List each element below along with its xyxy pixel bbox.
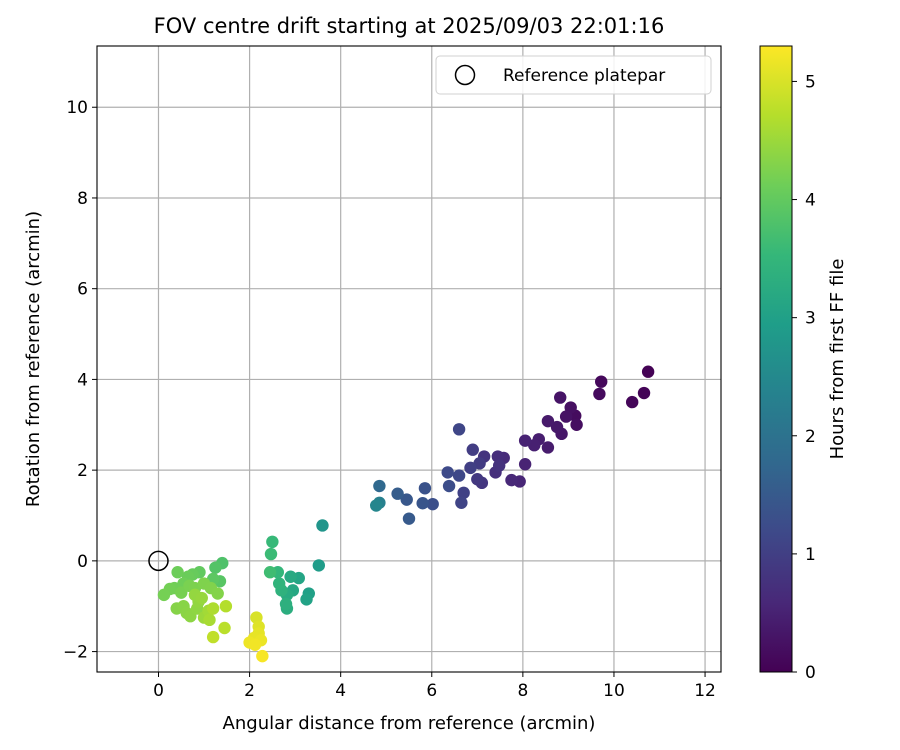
data-point xyxy=(441,466,454,479)
colorbar-tick-label: 4 xyxy=(805,191,816,211)
x-tick-label: 6 xyxy=(426,681,437,701)
legend: Reference platepar xyxy=(435,55,712,95)
data-point xyxy=(206,602,220,615)
colorbar-tick-label: 5 xyxy=(805,72,816,92)
data-point xyxy=(400,493,413,506)
data-point xyxy=(595,375,608,388)
data-point xyxy=(455,496,468,509)
data-point xyxy=(570,418,583,431)
data-point xyxy=(426,497,439,511)
data-point xyxy=(593,387,606,401)
data-point xyxy=(316,519,329,532)
y-tick-label: 6 xyxy=(77,280,88,300)
data-point xyxy=(505,473,518,487)
data-point xyxy=(492,459,506,472)
reference-marker-group xyxy=(148,550,169,572)
x-tick-label: 0 xyxy=(153,681,164,701)
data-point xyxy=(466,443,479,456)
data-point xyxy=(248,638,262,651)
legend-reference-marker xyxy=(454,64,476,86)
data-point xyxy=(518,434,532,447)
data-point xyxy=(541,441,555,454)
data-point xyxy=(625,395,639,409)
data-point xyxy=(203,613,216,627)
data-point xyxy=(416,497,429,510)
data-point xyxy=(264,547,278,561)
data-point xyxy=(442,479,456,493)
data-point xyxy=(559,410,573,423)
data-point xyxy=(370,499,383,512)
plot-frame xyxy=(96,45,722,673)
data-point xyxy=(157,588,171,602)
data-point xyxy=(471,473,484,486)
data-point xyxy=(263,566,277,579)
chart-title: FOV centre drift starting at 2025/09/03 … xyxy=(154,14,665,38)
data-point xyxy=(373,479,386,493)
data-point xyxy=(457,486,470,500)
y-tick-label: 2 xyxy=(77,461,88,481)
colorbar-tick-label: 1 xyxy=(805,545,816,565)
data-point xyxy=(418,482,432,495)
x-tick-label: 4 xyxy=(335,681,346,701)
colorbar-ticks: 0 1 2 3 4 5 xyxy=(792,72,816,683)
x-tick-label: 2 xyxy=(244,681,255,701)
data-point xyxy=(195,591,208,605)
y-tick-label: 4 xyxy=(77,370,88,390)
colorbar-tick-label: 3 xyxy=(805,309,816,329)
data-point xyxy=(218,621,231,635)
data-point xyxy=(641,365,655,378)
data-point xyxy=(256,649,269,663)
data-points xyxy=(157,365,655,663)
data-point xyxy=(518,458,532,471)
x-tick-label: 8 xyxy=(517,681,528,701)
x-axis: 0 2 4 6 8 10 12 xyxy=(153,672,716,701)
data-point xyxy=(171,566,184,579)
y-tick-label: 10 xyxy=(66,98,88,118)
colorbar-tick-label: 0 xyxy=(805,663,816,683)
data-point xyxy=(284,570,297,583)
data-point xyxy=(554,391,567,404)
x-axis-label: Angular distance from reference (arcmin) xyxy=(223,713,596,734)
legend-entry-reference: Reference platepar xyxy=(503,66,665,86)
y-tick-label: 8 xyxy=(77,189,88,209)
data-point xyxy=(391,487,404,500)
y-axis-label: Rotation from reference (arcmin) xyxy=(23,211,44,507)
data-point xyxy=(452,469,466,482)
reference-platepar-marker xyxy=(148,550,169,572)
data-point xyxy=(402,512,416,525)
colorbar-gradient xyxy=(759,45,793,673)
colorbar-tick-label: 2 xyxy=(805,427,816,447)
data-point xyxy=(312,559,326,572)
data-point xyxy=(300,593,313,606)
y-axis: −2 0 2 4 6 8 10 xyxy=(63,98,97,663)
data-point xyxy=(206,630,220,644)
data-point xyxy=(175,586,188,599)
data-point xyxy=(550,420,564,434)
data-point xyxy=(491,450,505,463)
data-point xyxy=(464,461,477,475)
colorbar: 0 1 2 3 4 5 Hours from first FF file xyxy=(759,45,848,683)
grid xyxy=(97,46,721,672)
data-point xyxy=(452,423,466,436)
x-tick-label: 10 xyxy=(603,681,625,701)
y-tick-label: 0 xyxy=(77,552,88,572)
colorbar-label: Hours from first FF file xyxy=(827,259,848,460)
data-point xyxy=(279,597,293,611)
y-tick-label: −2 xyxy=(63,643,88,663)
data-point xyxy=(219,600,233,613)
legend-box xyxy=(435,55,712,95)
x-tick-label: 12 xyxy=(694,681,716,701)
data-point xyxy=(211,587,224,600)
data-point xyxy=(209,561,222,574)
data-point xyxy=(541,414,555,428)
data-point xyxy=(272,577,286,590)
data-point xyxy=(637,386,651,400)
data-point xyxy=(266,535,279,549)
